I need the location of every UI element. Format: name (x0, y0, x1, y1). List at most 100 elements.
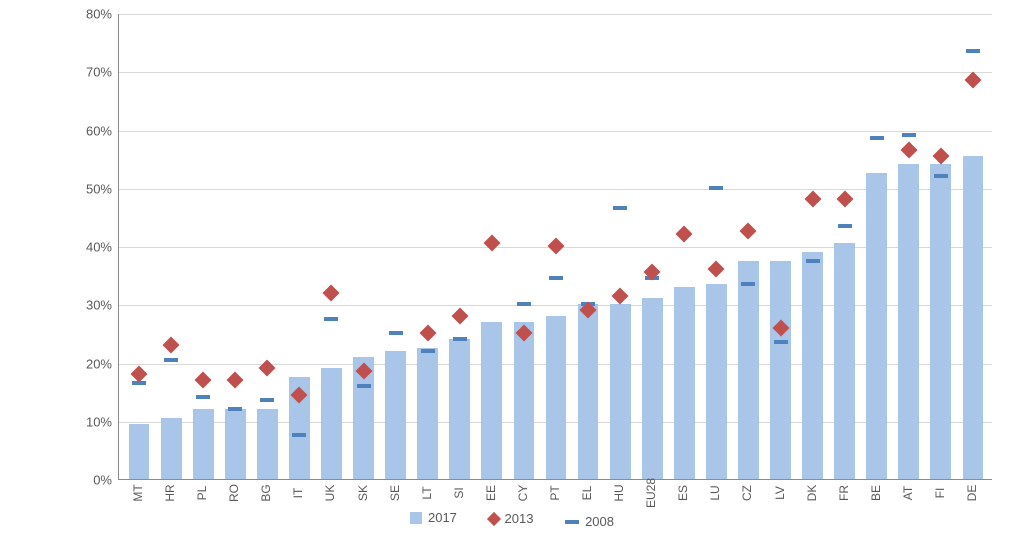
bar-2017 (738, 261, 759, 479)
x-tick-label: IT (291, 473, 305, 513)
y-tick-label: 20% (12, 356, 112, 371)
x-tick-label: CZ (740, 473, 754, 513)
bar-2017 (449, 339, 470, 479)
x-tick-label: DE (965, 473, 979, 513)
marker-2013 (227, 371, 244, 388)
bar-2017 (642, 298, 663, 479)
marker-2008 (164, 358, 178, 362)
bar-2017 (963, 156, 984, 479)
marker-2013 (323, 284, 340, 301)
marker-2008 (774, 340, 788, 344)
marker-2008 (421, 349, 435, 353)
y-tick-label: 30% (12, 298, 112, 313)
bar-2017 (321, 368, 342, 479)
marker-2013 (419, 325, 436, 342)
marker-2013 (932, 147, 949, 164)
marker-2013 (804, 191, 821, 208)
bar-2017 (866, 173, 887, 479)
marker-2013 (964, 72, 981, 89)
legend-label-2008: 2008 (585, 514, 614, 529)
x-tick-label: ES (676, 473, 690, 513)
gridline (119, 131, 992, 132)
x-tick-label: DK (805, 473, 819, 513)
bar-2017 (514, 322, 535, 479)
x-tick-label: SK (356, 473, 370, 513)
bar-2017 (257, 409, 278, 479)
x-tick-label: EE (484, 473, 498, 513)
marker-2008 (196, 395, 210, 399)
marker-2013 (836, 191, 853, 208)
bar-2017 (578, 304, 599, 479)
gridline (119, 189, 992, 190)
marker-2013 (708, 261, 725, 278)
marker-2008 (453, 337, 467, 341)
y-tick-label: 80% (12, 7, 112, 22)
marker-2013 (548, 238, 565, 255)
legend-swatch-2017 (410, 512, 422, 524)
x-tick-label: UK (323, 473, 337, 513)
y-tick-label: 50% (12, 181, 112, 196)
bar-2017 (898, 164, 919, 479)
marker-2008 (741, 282, 755, 286)
x-tick-label: RO (227, 473, 241, 513)
marker-2008 (966, 49, 980, 53)
marker-2008 (902, 133, 916, 137)
x-tick-label: LV (773, 473, 787, 513)
bar-2017 (225, 409, 246, 479)
legend: 2017 2013 2008 (0, 510, 1024, 529)
bar-2017 (610, 304, 631, 479)
marker-2008 (292, 433, 306, 437)
marker-2008 (613, 206, 627, 210)
gridline (119, 14, 992, 15)
y-tick-label: 60% (12, 123, 112, 138)
bar-2017 (161, 418, 182, 479)
marker-2008 (838, 224, 852, 228)
x-tick-label: SI (452, 473, 466, 513)
x-tick-label: BE (869, 473, 883, 513)
marker-2008 (517, 302, 531, 306)
bar-2017 (417, 348, 438, 479)
bar-2017 (802, 252, 823, 479)
x-tick-label: CY (516, 473, 530, 513)
legend-label-2017: 2017 (428, 510, 457, 525)
bar-2017 (193, 409, 214, 479)
marker-2013 (612, 287, 629, 304)
marker-2013 (676, 226, 693, 243)
gridline (119, 72, 992, 73)
legend-item-2013: 2013 (489, 511, 534, 526)
marker-2008 (389, 331, 403, 335)
y-tick-label: 10% (12, 414, 112, 429)
gridline (119, 305, 992, 306)
y-tick-label: 0% (12, 473, 112, 488)
legend-item-2017: 2017 (410, 510, 457, 525)
bar-2017 (706, 284, 727, 479)
x-tick-label: EU28 (644, 473, 658, 513)
legend-item-2008: 2008 (565, 514, 614, 529)
marker-2008 (806, 259, 820, 263)
bar-2017 (674, 287, 695, 479)
x-tick-label: EL (580, 473, 594, 513)
x-tick-label: FR (837, 473, 851, 513)
bar-2017 (385, 351, 406, 479)
bar-2017 (546, 316, 567, 479)
bar-2017 (481, 322, 502, 479)
bar-2017 (834, 243, 855, 479)
plot-area (118, 14, 992, 480)
bar-2017 (129, 424, 150, 479)
x-tick-label: LT (420, 473, 434, 513)
marker-2013 (740, 223, 757, 240)
marker-2008 (709, 186, 723, 190)
marker-2013 (483, 235, 500, 252)
bar-2017 (770, 261, 791, 479)
x-tick-label: SE (388, 473, 402, 513)
legend-swatch-2013 (486, 511, 500, 525)
chart-container: 0%10%20%30%40%50%60%70%80% MTHRPLROBGITU… (0, 0, 1024, 536)
marker-2008 (870, 136, 884, 140)
x-tick-label: HR (163, 473, 177, 513)
x-tick-label: PT (548, 473, 562, 513)
marker-2008 (228, 407, 242, 411)
marker-2008 (324, 317, 338, 321)
legend-swatch-2008 (565, 520, 579, 524)
bar-2017 (930, 164, 951, 479)
x-tick-label: BG (259, 473, 273, 513)
